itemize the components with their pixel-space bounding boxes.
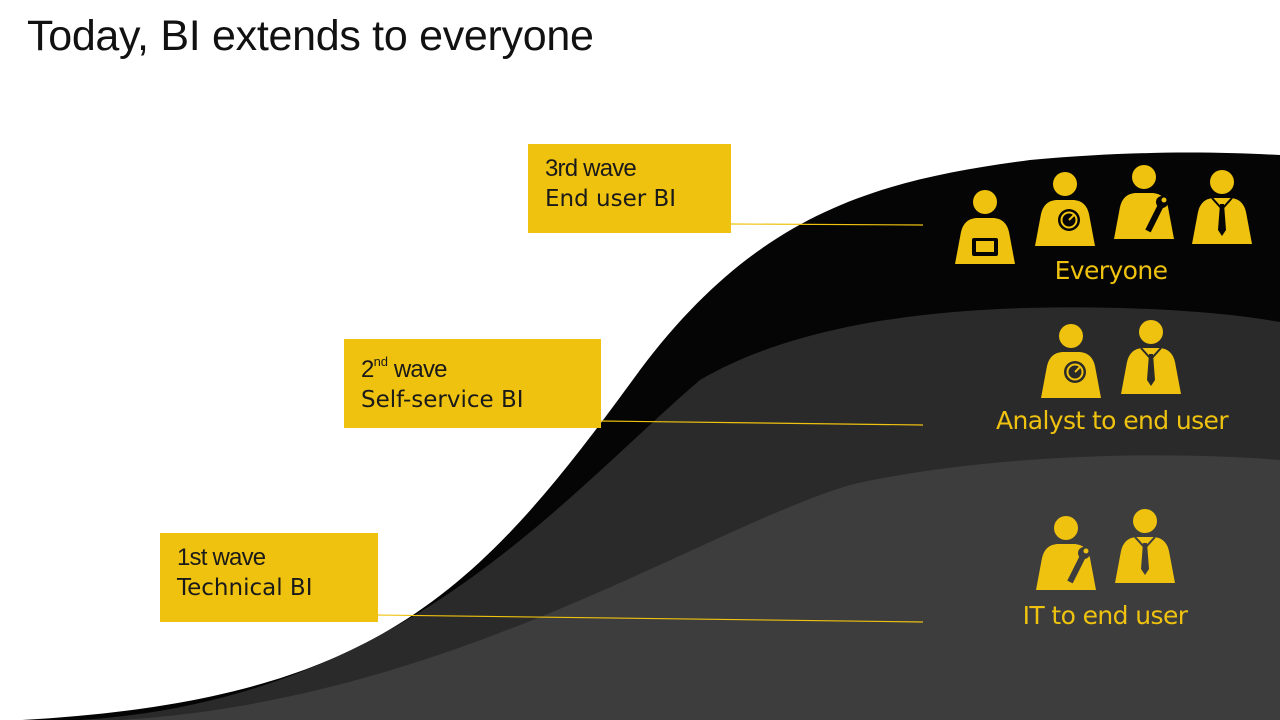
- wrench-person-icon: [1114, 165, 1174, 239]
- second-wave-title: 2nd wave: [361, 350, 587, 384]
- third-wave-title: 3rd wave: [545, 155, 637, 182]
- tie-person-icon: [1192, 170, 1252, 244]
- second-wave-ordinal: nd: [373, 354, 389, 369]
- gauge-person-icon: [1041, 324, 1101, 398]
- second-wave-subtitle: Self-service BI: [361, 387, 524, 413]
- connector-second-wave: [600, 420, 924, 426]
- second-wave-number: 2: [361, 356, 374, 383]
- first-wave-subtitle: Technical BI: [177, 575, 313, 601]
- third-wave-box: 3rd wave End user BI: [528, 144, 731, 233]
- second-wave-box: 2nd wave Self-service BI: [344, 339, 601, 428]
- gauge-person-icon: [1035, 172, 1095, 246]
- band-first-wave: [120, 455, 1280, 720]
- audience-everyone: Everyone: [1054, 256, 1168, 285]
- audience-it: IT to end user: [1022, 601, 1188, 630]
- slide-title: Today, BI extends to everyone: [27, 12, 594, 60]
- audience-analyst: Analyst to end user: [996, 406, 1229, 435]
- first-wave-box: 1st wave Technical BI: [160, 533, 378, 622]
- third-wave-subtitle: End user BI: [545, 186, 677, 212]
- second-wave-word: wave: [388, 356, 448, 383]
- tablet-person-icon: [955, 190, 1015, 264]
- connector-third-wave: [730, 223, 924, 226]
- connector-first-wave: [377, 614, 924, 623]
- tie-person-icon: [1115, 509, 1175, 583]
- first-wave-title: 1st wave: [177, 544, 266, 571]
- tie-person-icon: [1121, 320, 1181, 394]
- wrench-person-icon: [1036, 516, 1096, 590]
